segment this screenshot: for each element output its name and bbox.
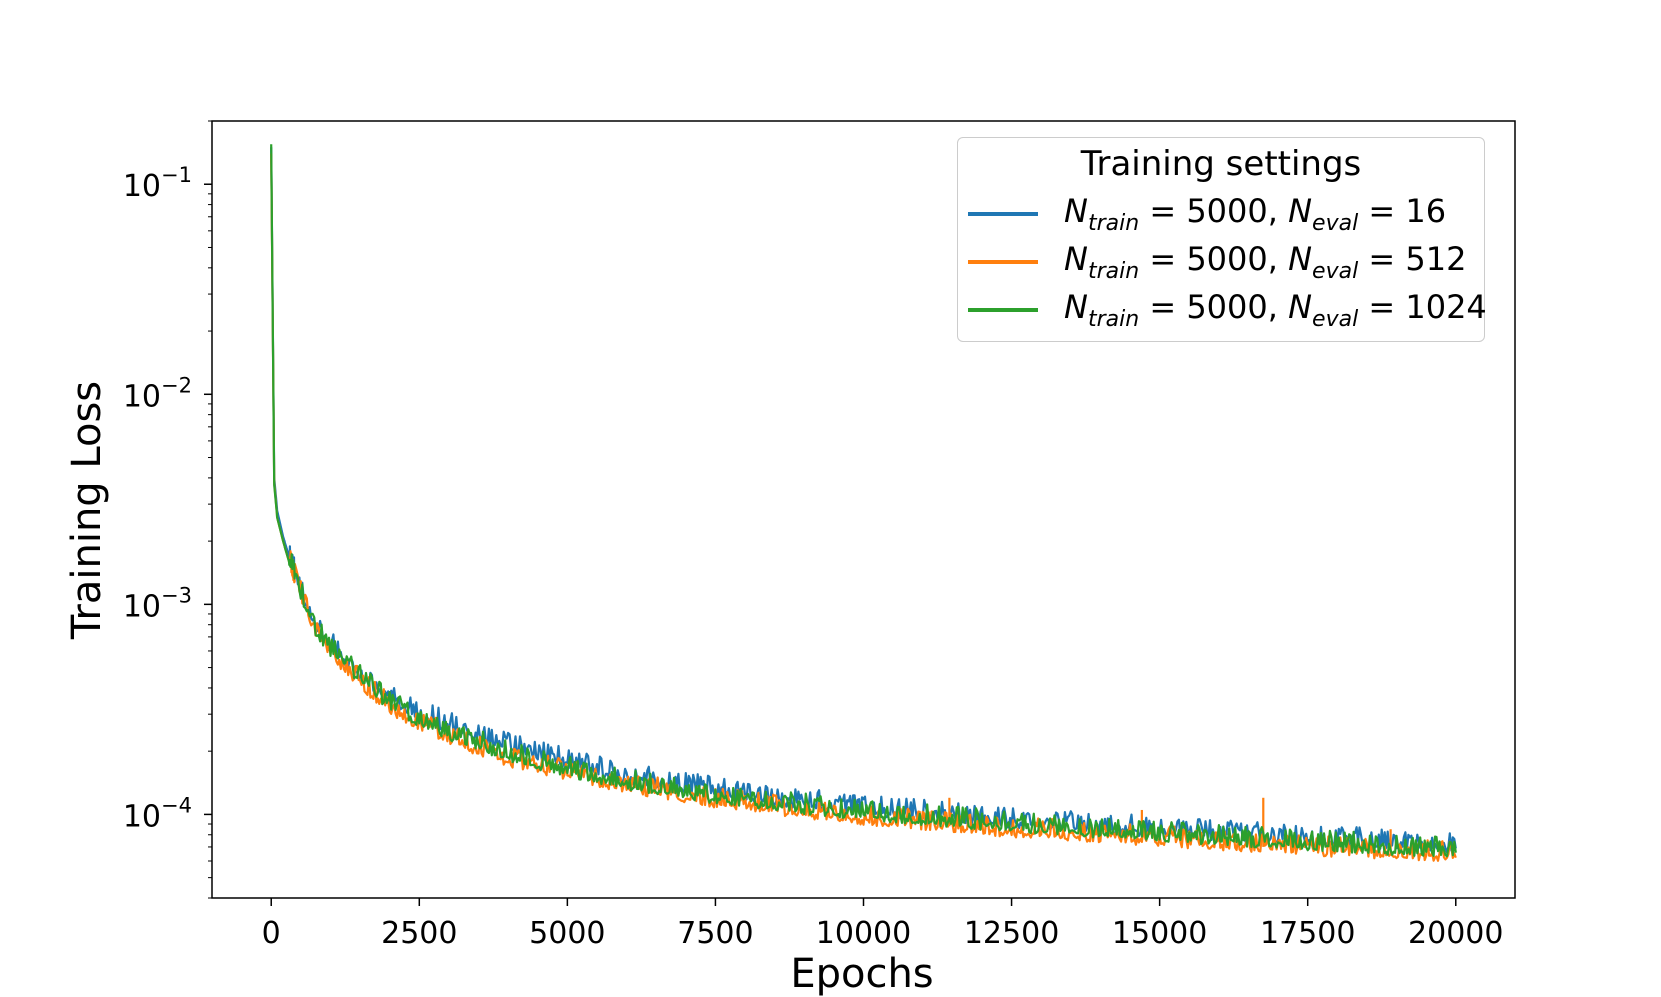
y-tick-label: 10−4 [123, 793, 192, 834]
legend-swatch [968, 260, 1038, 264]
x-tick-label: 20000 [1408, 916, 1503, 951]
x-tick-label: 10000 [816, 916, 911, 951]
legend-label: Ntrain = 5000, Neval = 1024 [1064, 288, 1487, 332]
legend-item: Ntrain = 5000, Neval = 16 [968, 192, 1446, 236]
x-tick-label: 5000 [529, 916, 605, 951]
x-axis-label: Epochs [790, 951, 933, 997]
x-axis-ticks: 0 2500 5000 7500 10000 12500 15000 17500 20000 [262, 898, 1503, 951]
legend-item: Ntrain = 5000, Neval = 512 [968, 240, 1466, 284]
y-axis-ticks: 10−1 10−2 10−3 10−4 [123, 120, 212, 899]
series-line [270, 144, 1457, 858]
x-tick-label: 7500 [677, 916, 753, 951]
legend-title: Training settings [1080, 144, 1362, 184]
y-tick-label: 10−1 [123, 163, 192, 204]
x-tick-label: 17500 [1260, 916, 1355, 951]
y-tick-label: 10−2 [123, 373, 192, 414]
y-axis-label: Training Loss [64, 381, 110, 640]
y-tick-label: 10−3 [123, 583, 192, 624]
series-layer [270, 144, 1457, 862]
x-tick-label: 12500 [964, 916, 1059, 951]
legend-swatch [968, 308, 1038, 312]
legend: Training settings Ntrain = 5000, Neval =… [957, 137, 1487, 342]
x-tick-label: 15000 [1112, 916, 1207, 951]
series-line [270, 153, 1457, 862]
legend-label: Ntrain = 5000, Neval = 512 [1064, 240, 1467, 284]
legend-item: Ntrain = 5000, Neval = 1024 [968, 288, 1487, 332]
legend-swatch [968, 212, 1038, 216]
x-tick-label: 2500 [381, 916, 457, 951]
x-tick-label: 0 [262, 916, 281, 951]
legend-label: Ntrain = 5000, Neval = 16 [1064, 192, 1447, 236]
